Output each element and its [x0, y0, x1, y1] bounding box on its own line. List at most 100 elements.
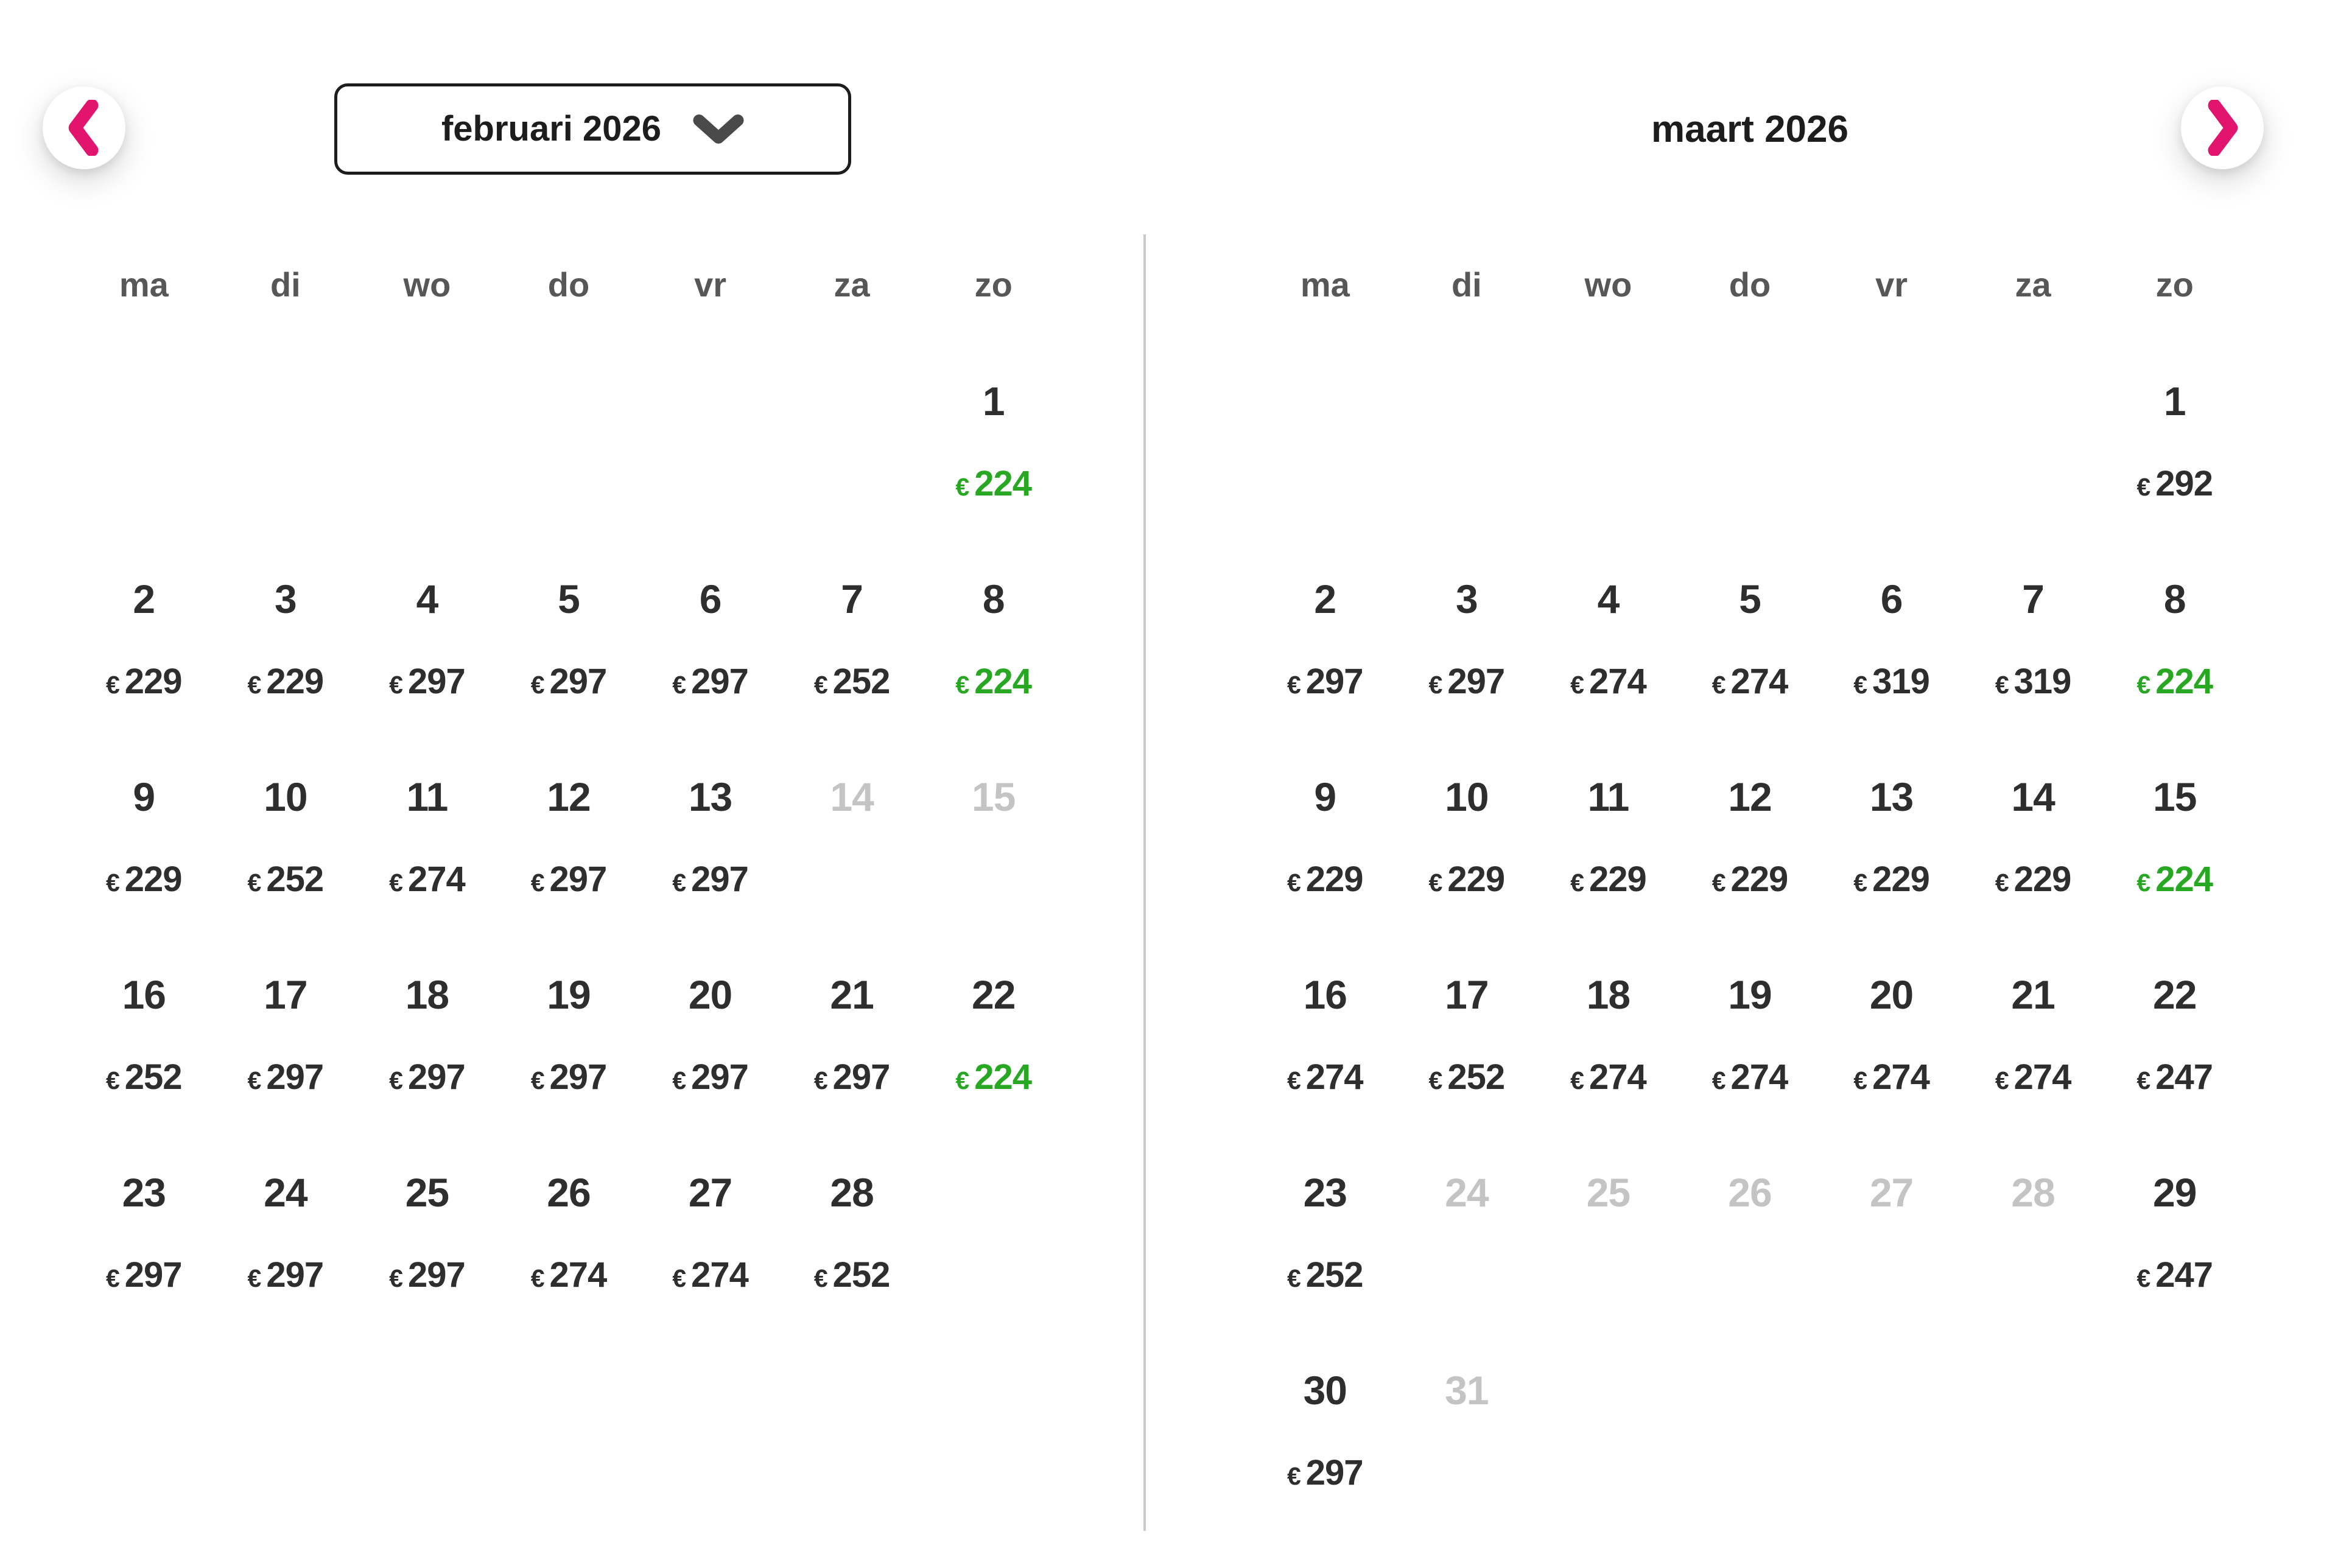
day-cell[interactable]: 16 €274	[1254, 975, 1396, 1172]
euro-symbol: €	[247, 671, 262, 699]
day-cell[interactable]: 6 €297	[639, 579, 781, 777]
euro-symbol: €	[2136, 869, 2150, 897]
day-price: €297	[215, 1258, 357, 1293]
day-cell[interactable]: 23 €297	[73, 1172, 215, 1370]
day-cell[interactable]: 3 €229	[215, 579, 357, 777]
day-cell[interactable]: 24 €297	[215, 1172, 357, 1370]
price-amount: 297	[691, 1057, 749, 1097]
euro-symbol: €	[672, 869, 686, 897]
euro-symbol: €	[1428, 671, 1443, 699]
empty-cell	[1820, 1370, 1962, 1568]
calendar-week-row: 16 €252 17 €297 18 €297 19 €297 20 €297 21 €297 22 €2…	[73, 975, 1064, 1172]
day-cell[interactable]: 4 €274	[1537, 579, 1679, 777]
price-amount: 229	[124, 662, 183, 701]
euro-symbol: €	[1428, 869, 1443, 897]
day-number: 30	[1303, 1368, 1347, 1413]
price-amount: 297	[1305, 662, 1364, 701]
weekday-header: ma di wo do vr za zo	[73, 268, 1064, 302]
day-cell[interactable]: 28 €252	[781, 1172, 923, 1370]
day-cell[interactable]: 17 €297	[215, 975, 357, 1172]
previous-month-button[interactable]	[43, 86, 125, 169]
price-amount: 224	[2155, 859, 2213, 899]
day-cell[interactable]: 17 €252	[1396, 975, 1538, 1172]
day-cell[interactable]: 6 €319	[1820, 579, 1962, 777]
price-amount: 252	[124, 1057, 183, 1097]
price-amount: 297	[407, 662, 466, 701]
day-number: 10	[264, 774, 307, 819]
day-cell[interactable]: 12 €229	[1679, 777, 1821, 975]
day-cell[interactable]: 7 €252	[781, 579, 923, 777]
day-cell[interactable]: 14 €229	[1962, 777, 2104, 975]
euro-symbol: €	[1570, 869, 1584, 897]
weeks: 1 €292 2 €297 3 €297 4 €274 5 €274 6 €319 7 €319 8 €224…	[1254, 381, 2245, 1568]
day-cell[interactable]: 21 €274	[1962, 975, 2104, 1172]
day-cell[interactable]: 20 €297	[639, 975, 781, 1172]
price-amount: 274	[1872, 1057, 1930, 1097]
euro-symbol: €	[530, 869, 545, 897]
day-cell[interactable]: 30 €297	[1254, 1370, 1396, 1568]
euro-symbol: €	[672, 1264, 686, 1292]
price-amount: 229	[1305, 859, 1364, 899]
chevron-left-icon	[68, 100, 99, 156]
day-price: €274	[1537, 664, 1679, 699]
day-cell[interactable]: 25 €297	[356, 1172, 498, 1370]
day-cell[interactable]: 7 €319	[1962, 579, 2104, 777]
day-cell[interactable]: 9 €229	[73, 777, 215, 975]
day-cell[interactable]: 19 €297	[498, 975, 640, 1172]
euro-symbol: €	[389, 869, 403, 897]
day-cell[interactable]: 19 €274	[1679, 975, 1821, 1172]
next-month-button[interactable]	[2181, 86, 2264, 169]
day-cell[interactable]: 11 €274	[356, 777, 498, 975]
month-dropdown[interactable]: februari 2026	[334, 83, 851, 175]
day-cell[interactable]: 26 €274	[498, 1172, 640, 1370]
day-cell[interactable]: 8 €224	[922, 579, 1064, 777]
calendar-march: ma di wo do vr za zo 1 €292 2 €297 3 €297 4 €274 5 €274…	[1254, 268, 2245, 1568]
day-cell[interactable]: 22 €247	[2104, 975, 2245, 1172]
price-amount: 297	[691, 859, 749, 899]
day-cell[interactable]: 5 €297	[498, 579, 640, 777]
day-cell[interactable]: 9 €229	[1254, 777, 1396, 975]
euro-symbol: €	[813, 1066, 828, 1094]
euro-symbol: €	[1428, 1066, 1443, 1094]
day-cell[interactable]: 13 €229	[1820, 777, 1962, 975]
day-cell[interactable]: 20 €274	[1820, 975, 1962, 1172]
day-number: 5	[1739, 576, 1761, 621]
day-number: 5	[558, 576, 580, 621]
day-cell[interactable]: 15 €224	[2104, 777, 2245, 975]
day-price: €297	[498, 862, 640, 897]
day-cell[interactable]: 23 €252	[1254, 1172, 1396, 1370]
calendar-week-row: 23 €252 24 25 26 27 28 29 €247	[1254, 1172, 2245, 1370]
day-cell[interactable]: 22 €224	[922, 975, 1064, 1172]
day-cell[interactable]: 11 €229	[1537, 777, 1679, 975]
empty-cell	[2104, 1370, 2245, 1568]
day-cell[interactable]: 10 €229	[1396, 777, 1538, 975]
euro-symbol: €	[1711, 869, 1726, 897]
day-cell[interactable]: 4 €297	[356, 579, 498, 777]
day-cell[interactable]: 10 €252	[215, 777, 357, 975]
price-amount: 247	[2155, 1057, 2213, 1097]
day-price: €297	[215, 1060, 357, 1095]
day-cell[interactable]: 18 €297	[356, 975, 498, 1172]
day-cell[interactable]: 2 €229	[73, 579, 215, 777]
day-cell[interactable]: 3 €297	[1396, 579, 1538, 777]
day-cell[interactable]: 21 €297	[781, 975, 923, 1172]
day-cell[interactable]: 1 €292	[2104, 381, 2245, 579]
day-cell[interactable]: 2 €297	[1254, 579, 1396, 777]
price-amount: 274	[2013, 1057, 2072, 1097]
day-number: 27	[1869, 1170, 1914, 1215]
day-cell[interactable]: 18 €274	[1537, 975, 1679, 1172]
day-number: 3	[274, 576, 297, 621]
price-amount: 252	[832, 662, 891, 701]
day-cell[interactable]: 16 €252	[73, 975, 215, 1172]
day-number: 18	[405, 972, 449, 1017]
day-cell[interactable]: 13 €297	[639, 777, 781, 975]
day-cell[interactable]: 12 €297	[498, 777, 640, 975]
day-cell[interactable]: 5 €274	[1679, 579, 1821, 777]
day-cell[interactable]: 8 €224	[2104, 579, 2245, 777]
day-cell[interactable]: 1 €224	[922, 381, 1064, 579]
weekday-label: ma	[1300, 265, 1350, 304]
day-cell[interactable]: 27 €274	[639, 1172, 781, 1370]
day-price: €229	[1396, 862, 1538, 897]
price-amount: 224	[974, 662, 1032, 701]
day-cell[interactable]: 29 €247	[2104, 1172, 2245, 1370]
